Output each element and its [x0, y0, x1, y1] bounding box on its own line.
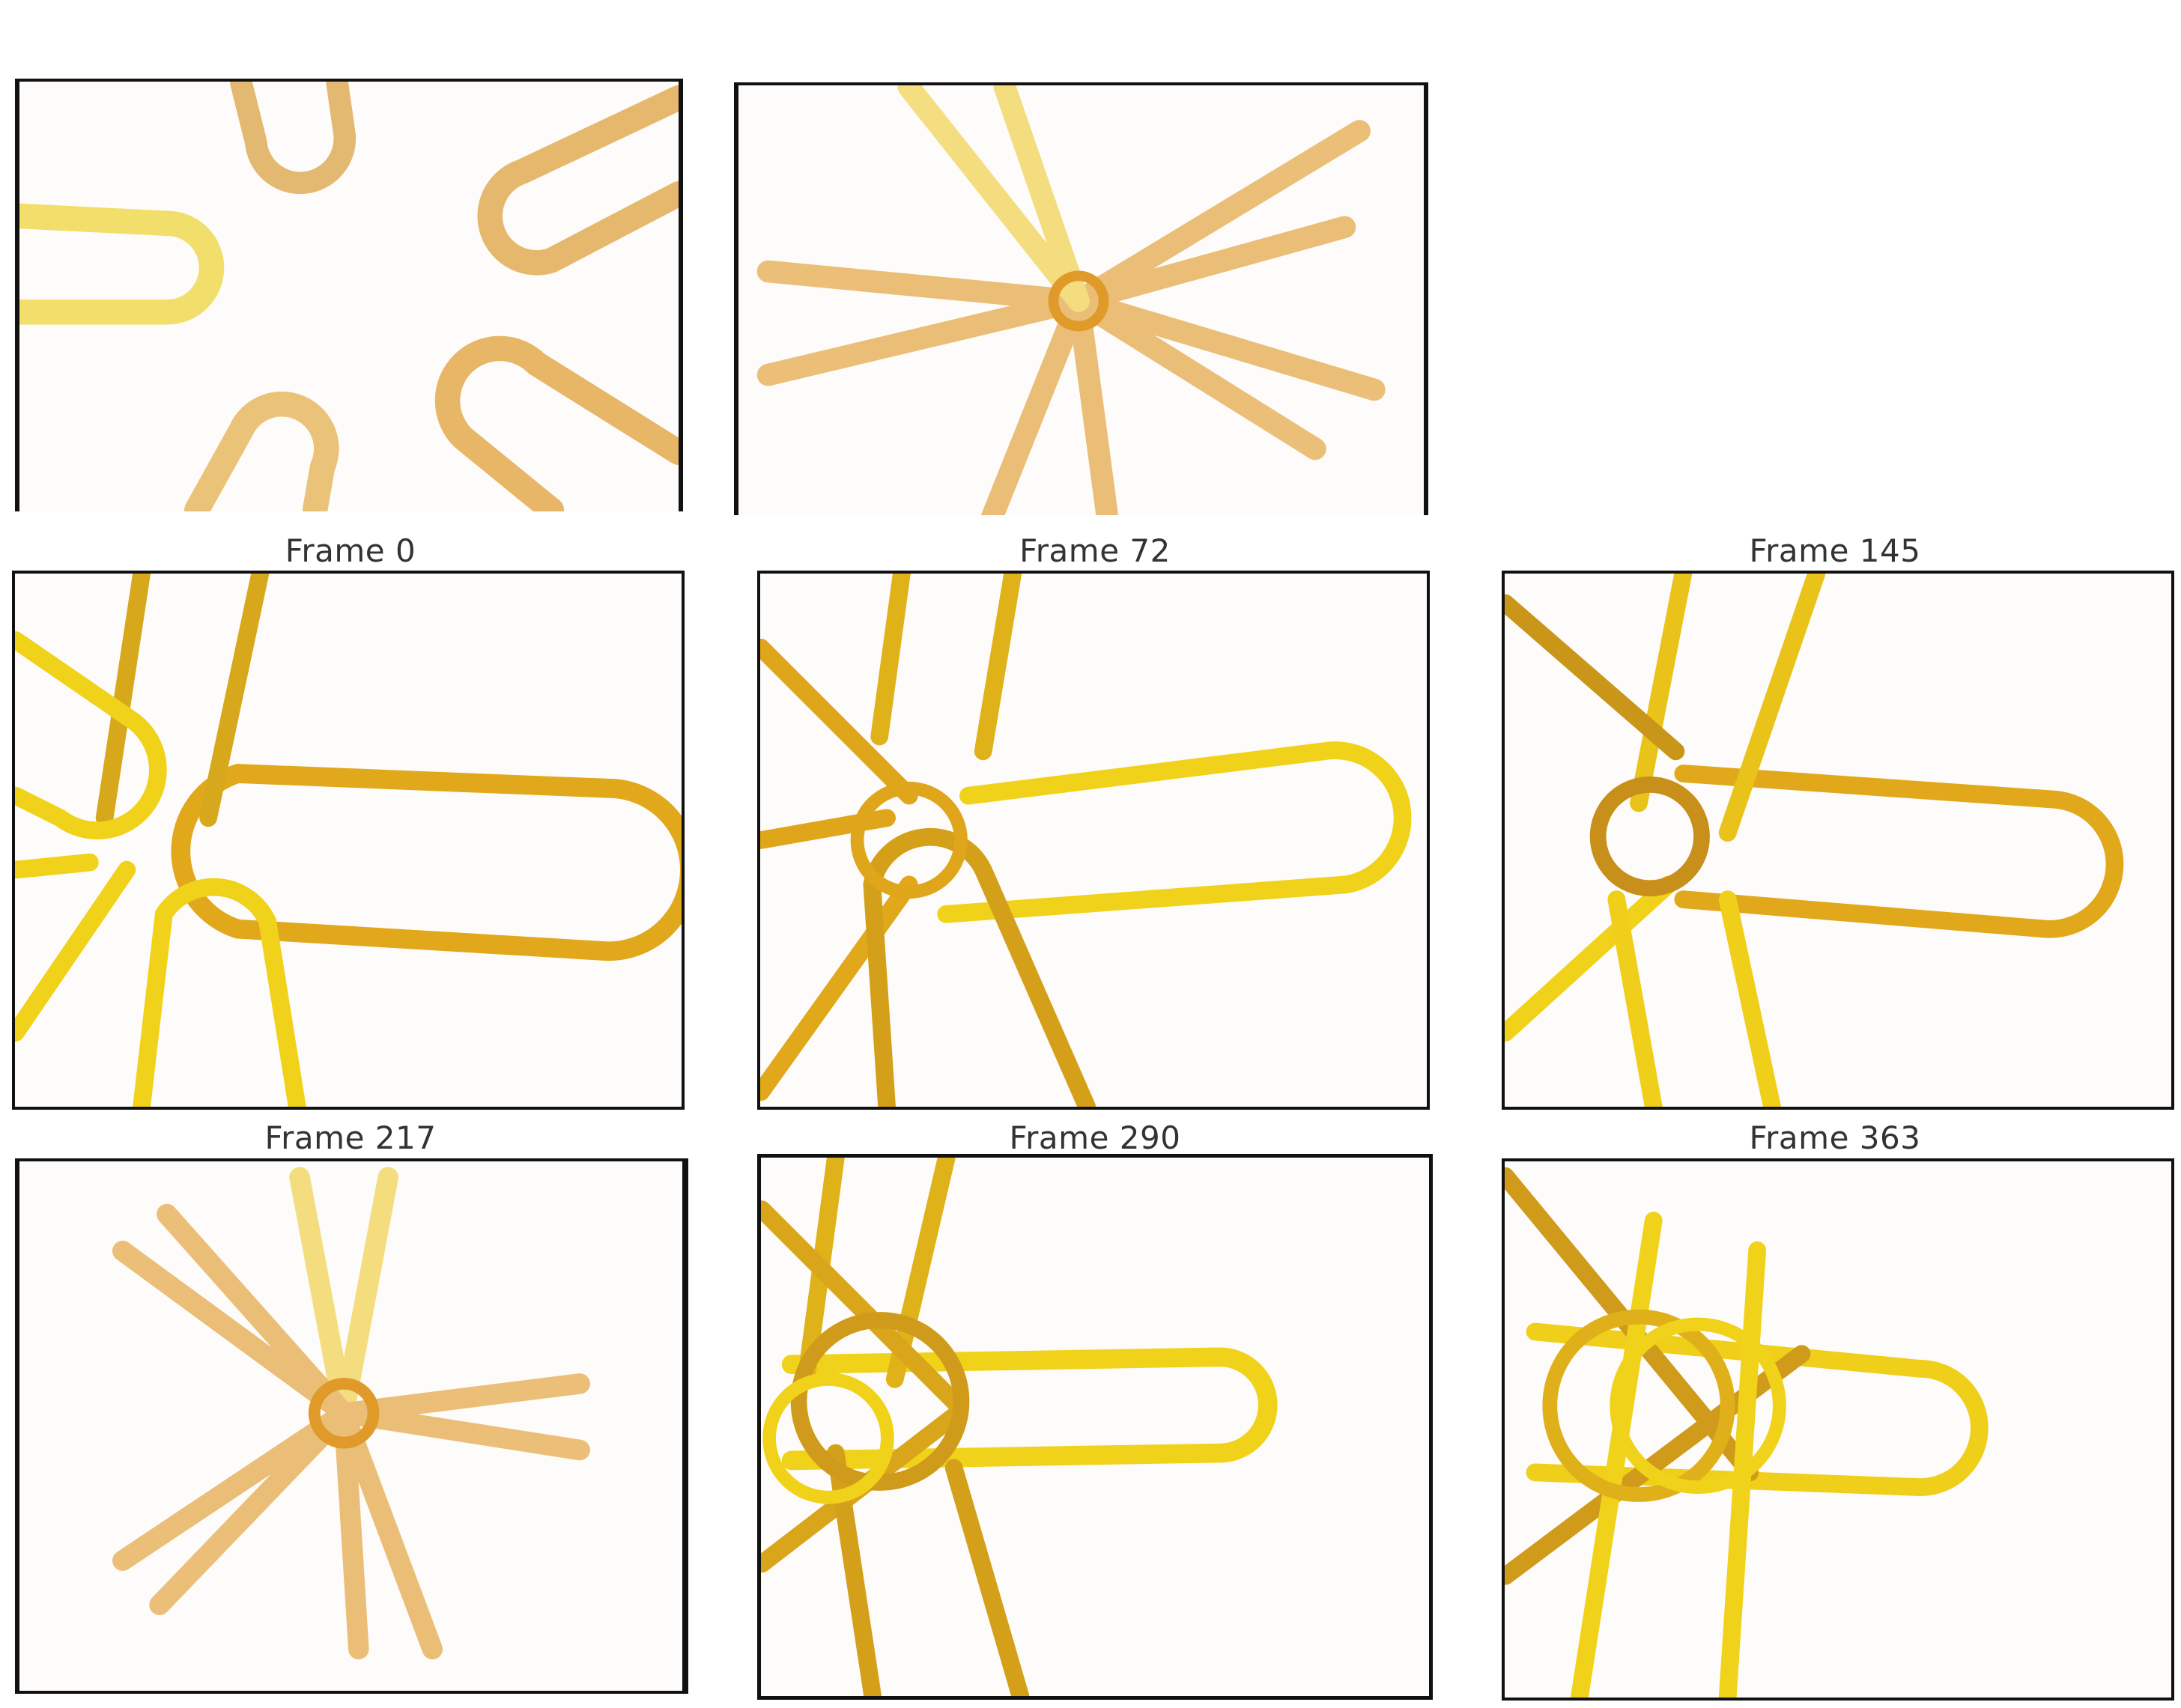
frame-panel-top-middle	[734, 82, 1428, 515]
frame-label: Frame 145	[1749, 532, 1921, 569]
frame-label: Frame 290	[1009, 1119, 1181, 1156]
ribbon-flower-image	[760, 574, 1412, 1107]
frame-label: Frame 363	[1749, 1119, 1921, 1156]
frame-363-image	[1502, 1158, 2174, 1701]
ribbon-star-image	[756, 85, 1386, 515]
ribbon-flower-image	[15, 574, 682, 1107]
frame-label: Frame 0	[285, 532, 416, 569]
ribbon-knot-image	[1505, 1167, 1989, 1698]
frame-label: Frame 72	[1019, 532, 1171, 569]
frame-0-image	[12, 571, 685, 1110]
ribbon-knot-image	[761, 1158, 1278, 1696]
frame-217-image	[15, 1158, 688, 1694]
ribbon-flower-image	[1505, 574, 2124, 1107]
frame-290-image	[757, 1154, 1433, 1700]
frame-72-image	[757, 571, 1430, 1110]
ribbon-loops-image	[19, 82, 679, 511]
frame-145-image	[1502, 571, 2174, 1110]
ribbon-pinwheel-image	[112, 1167, 590, 1660]
frame-label: Frame 217	[264, 1119, 437, 1156]
frame-panel-top-left	[15, 79, 683, 511]
